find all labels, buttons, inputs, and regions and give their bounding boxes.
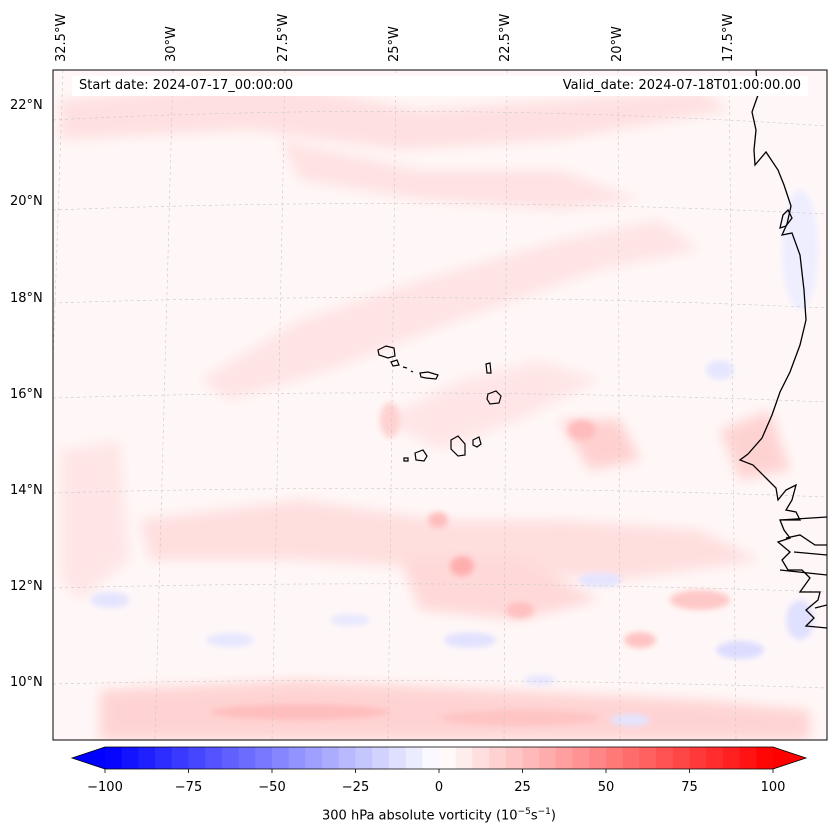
colorbar-tick: 75 [681, 780, 698, 795]
colorbar-label-exp1: −5 [517, 807, 531, 817]
colorbar-segment [171, 747, 189, 769]
map-frame [52, 69, 828, 741]
colorbar-segment [656, 747, 674, 769]
colorbar-segment [288, 747, 306, 769]
colorbar-segment [121, 747, 139, 769]
coastline [738, 70, 827, 629]
colorbar-tick: −50 [258, 780, 286, 795]
colorbar-tick: 0 [434, 780, 444, 795]
colorbar-tick: 100 [760, 780, 786, 795]
colorbar-segment [238, 747, 256, 769]
colorbar-segment [689, 747, 707, 769]
lat-label-22n: 22°N [10, 98, 43, 113]
colorbar-segment [255, 747, 273, 769]
lon-label-27-5w: 27.5°W [276, 13, 291, 62]
colorbar-segment [155, 747, 173, 769]
colorbar-segment [372, 747, 390, 769]
colorbar-extend-min [72, 747, 105, 769]
date-info-bar [72, 76, 808, 96]
colorbar-segment [455, 747, 473, 769]
lat-label-20n: 20°N [10, 194, 43, 209]
colorbar-segment [672, 747, 690, 769]
lat-label-14n: 14°N [10, 483, 43, 498]
colorbar-segment [105, 747, 123, 769]
colorbar-segment [388, 747, 407, 769]
colorbar-segment [439, 747, 457, 769]
vorticity-field [60, 80, 818, 740]
lon-label-20w: 20°W [610, 26, 625, 62]
valid-date-label: Valid_date: 2024-07-18T01:00:00.00 [562, 78, 801, 93]
colorbar-segment [205, 747, 223, 769]
colorbar [70, 746, 808, 773]
gridlines [53, 70, 827, 740]
lat-label-10n: 10°N [10, 675, 43, 690]
colorbar-label-mid: s [530, 808, 538, 824]
colorbar-segment [322, 747, 340, 769]
colorbar-segment [305, 747, 323, 769]
colorbar-segment [505, 747, 523, 769]
lon-label-32-5w: 32.5°W [54, 13, 69, 62]
colorbar-segment [522, 747, 540, 769]
colorbar-segment [706, 747, 724, 769]
colorbar-tick: 50 [597, 780, 615, 795]
colorbar-segment [422, 747, 440, 769]
colorbar-segment [622, 747, 640, 769]
colorbar-segment [722, 747, 741, 769]
lon-label-17-5w: 17.5°W [721, 13, 736, 62]
lon-label-25w: 25°W [387, 26, 402, 62]
colorbar-segment [739, 747, 757, 769]
colorbar-segment [639, 747, 657, 769]
colorbar-segment [355, 747, 373, 769]
colorbar-segment [272, 747, 290, 769]
lon-label-30w: 30°W [164, 26, 179, 62]
colorbar-segment [221, 747, 240, 769]
colorbar-label-prefix: 300 hPa absolute vorticity (10 [322, 808, 518, 824]
lon-label-22-5w: 22.5°W [498, 13, 513, 62]
cape-verde-islands [377, 345, 502, 462]
colorbar-segment [756, 747, 774, 769]
colorbar-label: 300 hPa absolute vorticity (10−5s−1) [322, 807, 556, 823]
colorbar-segment [555, 747, 574, 769]
colorbar-segment [589, 747, 607, 769]
colorbar-tick: −75 [174, 780, 203, 795]
start-date-label: Start date: 2024-07-17_00:00:00 [79, 78, 294, 93]
colorbar-segment [539, 747, 557, 769]
colorbar-segment [572, 747, 590, 769]
colorbar-segment [338, 747, 356, 769]
colorbar-tick: −25 [341, 780, 370, 795]
colorbar-segment [489, 747, 507, 769]
colorbar-segment [138, 747, 156, 769]
colorbar-label-exp2: −1 [537, 807, 551, 817]
colorbar-tick: 25 [514, 780, 531, 795]
lat-label-12n: 12°N [10, 579, 43, 594]
colorbar-segment [472, 747, 490, 769]
colorbar-extend-max [773, 747, 806, 769]
lat-label-16n: 16°N [10, 387, 43, 402]
colorbar-segment [405, 747, 423, 769]
colorbar-label-suffix: ) [550, 808, 556, 824]
lat-label-18n: 18°N [10, 291, 43, 306]
colorbar-tick: −100 [87, 780, 123, 795]
colorbar-segment [606, 747, 624, 769]
colorbar-segment [188, 747, 206, 769]
